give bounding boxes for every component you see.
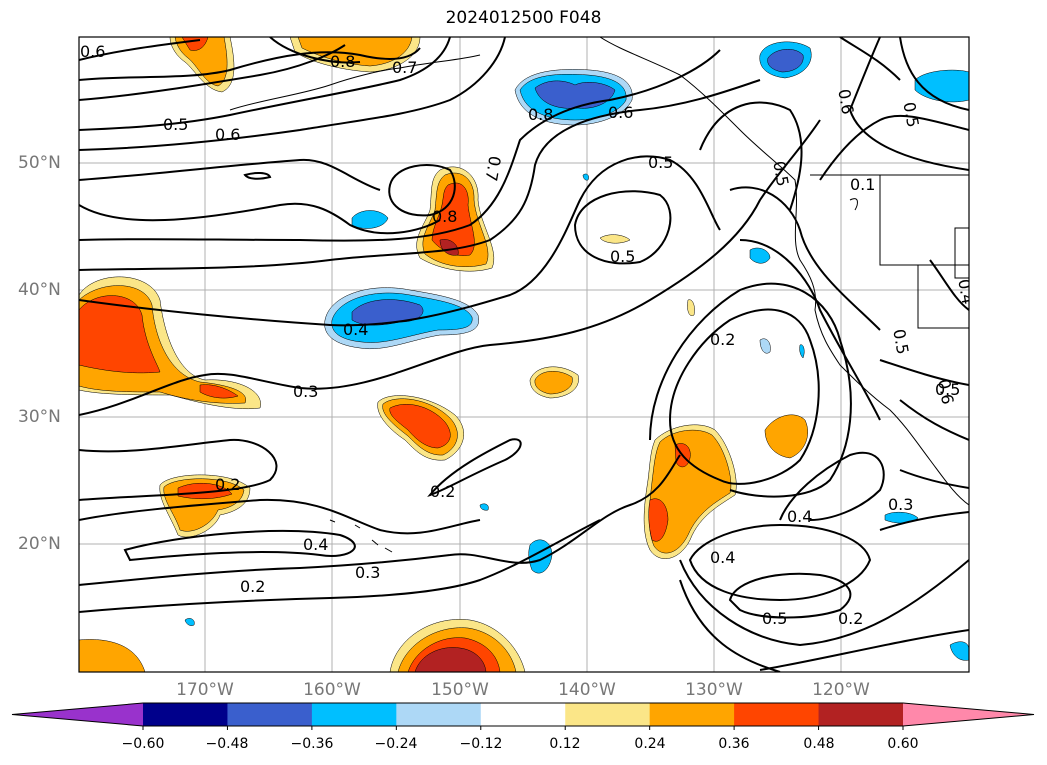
contour-label: 0.2 [710, 330, 735, 349]
contour-label: 0.5 [769, 160, 792, 188]
colorbar-segment [143, 703, 228, 726]
colorbar-tick-label: 0.24 [634, 736, 666, 752]
contour-label: 0.3 [293, 382, 318, 401]
contour-label: 0.2 [838, 609, 863, 628]
map-frame [78, 36, 970, 673]
contour-label: 0.5 [648, 153, 673, 172]
contour-label: 0.5 [762, 609, 787, 628]
lat-label-50n: 50°N [18, 153, 61, 173]
lon-label-130w: 130°W [685, 680, 743, 700]
contour-label: 0.4 [303, 535, 328, 554]
contour-label: 0.5 [935, 380, 960, 399]
lon-label-150w: 150°W [431, 680, 489, 700]
contour-label-group: 0.6 0.8 0.7 0.5 0.6 0.8 0.6 0.6 0.5 0.5 … [80, 42, 977, 628]
lon-label-170w: 170°W [176, 680, 234, 700]
contour-label: 0.5 [899, 101, 922, 129]
lat-label-30n: 30°N [18, 407, 61, 427]
contour-label: 0.4 [787, 507, 812, 526]
contour-label: 0.6 [608, 103, 633, 122]
contour-label: 0.2 [430, 482, 455, 501]
lon-label-140w: 140°W [558, 680, 616, 700]
contour-label: 0.4 [710, 548, 735, 567]
contour-label: 0.2 [215, 475, 240, 494]
colorbar-segment [311, 703, 397, 726]
colorbar-segment [565, 703, 651, 726]
contour-label: 0.5 [610, 247, 635, 266]
colorbar-tick-label: −0.48 [205, 736, 249, 752]
lat-label-40n: 40°N [18, 280, 61, 300]
contour-label: 0.5 [163, 115, 188, 134]
colorbar-segment [649, 703, 735, 726]
lon-label-160w: 160°W [303, 680, 361, 700]
contour-label: 0.3 [355, 563, 380, 582]
colorbar-extend-high [903, 703, 1034, 726]
contour-label: 0.2 [240, 577, 265, 596]
lat-label-20n: 20°N [18, 534, 61, 554]
lon-label-120w: 120°W [812, 680, 870, 700]
colorbar-segment [227, 703, 313, 726]
contour-label: 0.7 [481, 154, 504, 182]
colorbar-segment [818, 703, 904, 726]
contour-label: 0.6 [934, 378, 957, 406]
contour-label: 0.8 [432, 207, 457, 226]
map-panel: 0.6 0.8 0.7 0.5 0.6 0.8 0.6 0.6 0.5 0.5 … [78, 36, 977, 673]
coastlines [229, 37, 969, 553]
colorbar-tick-label: −0.36 [290, 736, 334, 752]
map-title: 2024012500 F048 [445, 8, 602, 28]
contour-label: 0.5 [889, 328, 912, 356]
contour-label: 0.3 [888, 495, 913, 514]
colorbar-outline [11, 702, 1035, 727]
contour-label: 0.6 [80, 42, 105, 61]
colorbar-segment [734, 703, 820, 726]
colorbar-tick-label: −0.12 [459, 736, 503, 752]
contour-label: 0.1 [850, 175, 875, 194]
gridlines [79, 37, 969, 672]
colorbar-tick-label: −0.24 [374, 736, 418, 752]
colorbar-tick-label: 0.48 [803, 736, 835, 752]
contour-label: 0.6 [215, 125, 240, 144]
contour-label: 0.8 [330, 52, 355, 71]
colorbar-tick-label: −0.60 [121, 736, 165, 752]
colorbar-tick-label: 0.12 [549, 736, 581, 752]
colorbar-tick-label: 0.36 [718, 736, 750, 752]
colorbar-segment [480, 703, 566, 726]
contour-lines [79, 37, 969, 672]
contour-label: 0.4 [343, 320, 368, 339]
colorbar-extend-low [12, 703, 143, 726]
contour-label: 0.6 [834, 88, 857, 116]
colorbar-segment [396, 703, 482, 726]
contour-label: 0.4 [954, 278, 977, 306]
colorbar-tick-label: 0.60 [887, 736, 919, 752]
contour-label: 0.8 [528, 105, 553, 124]
contour-label: 0.7 [392, 58, 417, 77]
